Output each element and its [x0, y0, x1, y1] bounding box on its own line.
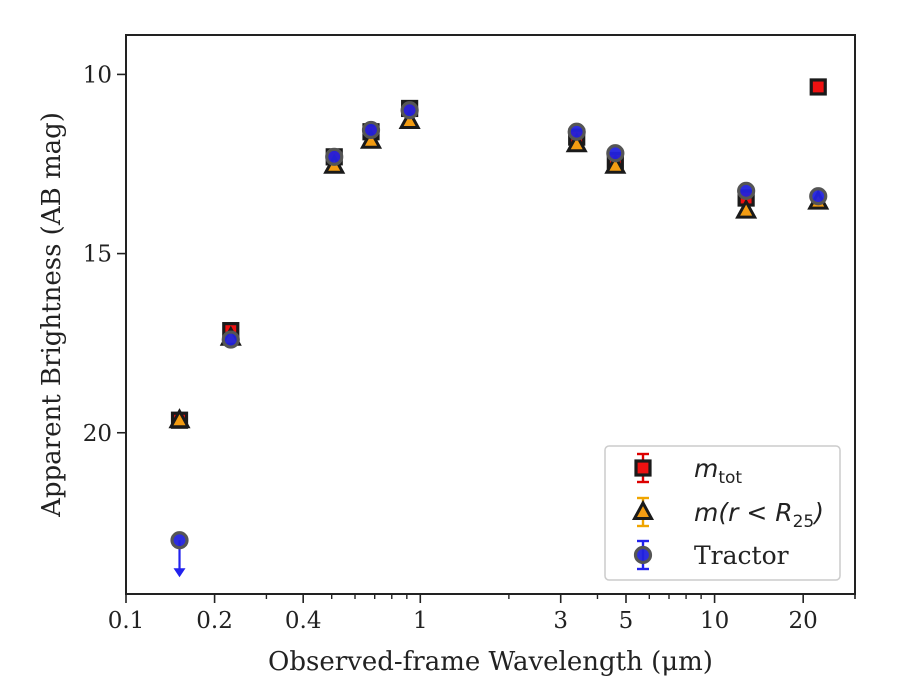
- marks-layer: [168, 78, 830, 578]
- legend-marker-circle: [633, 545, 653, 565]
- series-circle: [170, 101, 828, 578]
- data-point-circle: [809, 187, 828, 206]
- legend-label: Tractor: [694, 541, 789, 570]
- data-point-triangle: [168, 408, 191, 429]
- data-point-circle: [737, 181, 756, 200]
- data-point-circle: [567, 122, 586, 141]
- y-tick-label: 15: [83, 242, 112, 268]
- x-tick-label: 5: [619, 608, 634, 634]
- legend-entry: Tractor: [633, 539, 789, 571]
- x-tick-label: 10: [700, 608, 729, 634]
- data-point-triangle: [565, 132, 588, 153]
- data-point-triangle: [604, 153, 627, 174]
- legend-label-close: ): [812, 498, 824, 527]
- data-point-circle: [361, 120, 381, 140]
- x-tick-label: 0.4: [285, 608, 322, 634]
- x-tick-label: 1: [413, 608, 428, 634]
- data-point-triangle: [359, 128, 383, 149]
- legend-box: [604, 445, 841, 581]
- x-tick-label: 0.2: [196, 608, 233, 634]
- legend-label-main: m(r < R: [694, 498, 793, 527]
- data-point-circle: [221, 330, 240, 349]
- series-square: [170, 78, 827, 429]
- x-axis-label: Observed-frame Wavelength (μm): [268, 647, 713, 677]
- data-point-square: [809, 78, 827, 96]
- legend-marker-square: [634, 459, 652, 477]
- y-tick-label: 20: [83, 421, 112, 447]
- upper-limit-arrowhead: [173, 568, 186, 578]
- y-tick-label: 10: [83, 62, 112, 88]
- y-axis-label: Apparent Brightness (AB mag): [37, 112, 67, 518]
- data-point-circle: [606, 144, 625, 163]
- data-point-triangle: [735, 198, 758, 219]
- series-triangle: [168, 108, 830, 429]
- legend: mtot m(r < R25) Tractor: [604, 445, 841, 581]
- legend-label-subscript: 25: [793, 512, 815, 532]
- tick-layer: 0.1 0.2 0.4 1 3 5 10 20 10 15 20: [83, 62, 856, 634]
- legend-marker-triangle: [631, 499, 655, 520]
- legend-label-subscript: tot: [718, 468, 742, 488]
- legend-entry: m(r < R25): [631, 496, 824, 532]
- x-tick-label: 0.1: [108, 608, 145, 634]
- legend-entry: mtot: [634, 452, 742, 488]
- x-tick-label: 3: [553, 608, 568, 634]
- legend-label-main: m: [694, 454, 718, 483]
- data-point-circle: [325, 147, 344, 166]
- x-tick-label: 20: [789, 608, 818, 634]
- data-point-triangle: [398, 108, 421, 129]
- legend-label: m(r < R25): [694, 498, 824, 532]
- plot-frame: [125, 34, 856, 595]
- legend-label: mtot: [694, 454, 742, 488]
- data-point-circle: [170, 531, 189, 550]
- data-point-circle: [400, 101, 419, 120]
